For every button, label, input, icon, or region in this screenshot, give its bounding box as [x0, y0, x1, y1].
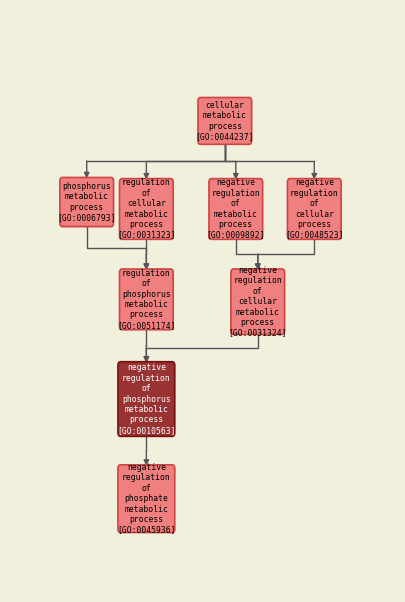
FancyBboxPatch shape	[60, 178, 113, 226]
FancyBboxPatch shape	[231, 269, 285, 334]
Text: negative
regulation
of
metabolic
process
[GO:0009892]: negative regulation of metabolic process…	[207, 178, 265, 240]
FancyBboxPatch shape	[118, 362, 175, 436]
Text: negative
regulation
of
phosphate
metabolic
process
[GO:0045936]: negative regulation of phosphate metabol…	[117, 463, 176, 535]
FancyBboxPatch shape	[288, 179, 341, 240]
FancyBboxPatch shape	[119, 179, 173, 240]
Text: negative
regulation
of
cellular
metabolic
process
[GO:0031324]: negative regulation of cellular metaboli…	[228, 266, 287, 337]
Text: phosphorus
metabolic
process
[GO:0006793]: phosphorus metabolic process [GO:0006793…	[58, 182, 116, 222]
Text: negative
regulation
of
cellular
process
[GO:0048523]: negative regulation of cellular process …	[285, 178, 343, 240]
Text: regulation
of
phosphorus
metabolic
process
[GO:0051174]: regulation of phosphorus metabolic proce…	[117, 269, 176, 330]
FancyBboxPatch shape	[209, 179, 263, 240]
FancyBboxPatch shape	[119, 269, 173, 330]
FancyBboxPatch shape	[118, 465, 175, 533]
FancyBboxPatch shape	[198, 98, 252, 144]
Text: negative
regulation
of
phosphorus
metabolic
process
[GO:0010563]: negative regulation of phosphorus metabo…	[117, 364, 176, 435]
Text: regulation
of
cellular
metabolic
process
[GO:0031323]: regulation of cellular metabolic process…	[117, 178, 176, 240]
Text: cellular
metabolic
process
[GO:0044237]: cellular metabolic process [GO:0044237]	[196, 101, 254, 141]
